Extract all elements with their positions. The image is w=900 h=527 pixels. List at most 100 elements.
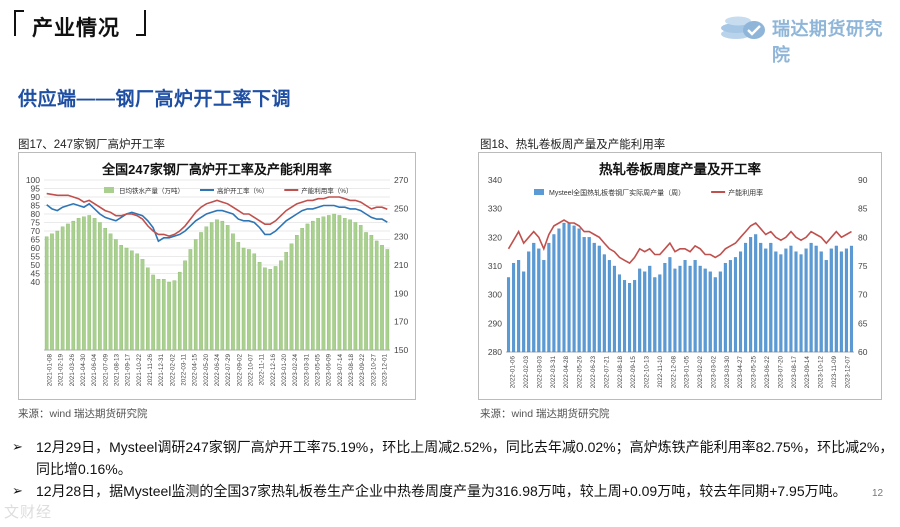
bar (607, 260, 611, 353)
section-title: 产业情况 (32, 17, 120, 40)
legend-swatch (534, 189, 544, 195)
bar (622, 280, 627, 353)
series-line (46, 192, 388, 237)
bar (151, 274, 155, 351)
bar (648, 265, 652, 353)
bar (708, 271, 712, 353)
y-tick-label: 95 (31, 184, 41, 194)
x-tick-label: 2022-02-02 (169, 354, 176, 387)
bar (839, 251, 843, 353)
bar (542, 260, 546, 353)
figure-caption: 图17、247家钢厂高炉开工率 (18, 139, 165, 151)
y-tick-label: 90 (31, 192, 41, 202)
y2-tick-label: 190 (394, 288, 408, 298)
y2-tick-label: 65 (858, 318, 868, 328)
x-tick-label: 2021-03-26 (69, 354, 76, 387)
bar (156, 279, 161, 351)
x-tick-label: 2023-06-22 (764, 356, 771, 389)
x-tick-label: 2021-10-22 (136, 354, 143, 387)
bar (844, 248, 848, 353)
bar (273, 266, 278, 351)
bar (592, 242, 596, 353)
bar (673, 268, 677, 353)
x-tick-label: 2022-03-11 (181, 353, 188, 385)
bar (562, 222, 566, 353)
x-tick-label: 2022-08-18 (617, 356, 624, 389)
bar (522, 271, 526, 353)
bar (108, 233, 113, 351)
bar (289, 243, 294, 351)
x-tick-label: 2021-06-04 (91, 353, 98, 386)
x-tick-label: 2022-03-03 (537, 356, 544, 389)
bar (653, 277, 657, 353)
x-tick-label: 2022-04-15 (192, 354, 199, 387)
y-tick-label: 300 (488, 290, 502, 300)
bar (703, 268, 707, 353)
bullet-list: ➢ 12月29日，Mysteel调研247家钢厂高炉开工率75.19%，环比上周… (8, 436, 894, 502)
x-tick-label: 2022-07-21 (603, 356, 610, 389)
x-tick-label: 2021-07-09 (102, 354, 109, 387)
y2-tick-label: 270 (394, 175, 408, 185)
y2-tick-label: 75 (858, 261, 868, 271)
x-tick-label: 2023-10-27 (370, 354, 377, 387)
y2-tick-label: 230 (394, 232, 408, 242)
bar (582, 237, 586, 353)
bar (295, 235, 299, 351)
bar (279, 260, 283, 351)
series-line (507, 219, 852, 265)
x-tick-label: 2021-08-13 (114, 353, 121, 386)
figure-caption: 图18、热轧卷板周产量及产能利用率 (480, 139, 666, 151)
figure-source: 来源：wind 瑞达期货研究院 (18, 408, 148, 420)
bar (130, 250, 134, 351)
x-tick-label: 2021-09-17 (125, 354, 132, 387)
x-tick-label: 2022-01-06 (510, 356, 517, 389)
bar (572, 225, 576, 353)
y-tick-label: 280 (488, 347, 502, 357)
bar (183, 260, 187, 351)
x-tick-label: 2023-08-18 (348, 353, 355, 386)
bar (784, 248, 788, 353)
x-tick-label: 2021-11-26 (147, 353, 154, 385)
bar (369, 235, 374, 351)
series-line (46, 202, 388, 243)
y2-tick-label: 210 (394, 260, 408, 270)
bar (557, 228, 561, 353)
bar (193, 239, 198, 351)
bar (140, 259, 145, 351)
bar (698, 265, 702, 353)
bar (114, 239, 118, 351)
y-tick-label: 50 (31, 260, 41, 270)
figure-source: 来源：wind 瑞达期货研究院 (480, 408, 610, 420)
bar (135, 253, 139, 351)
y2-tick-label: 70 (858, 290, 868, 300)
bar (829, 248, 833, 353)
bar (236, 242, 241, 351)
x-tick-label: 2023-02-02 (697, 356, 704, 389)
coin-stack-icon (721, 16, 765, 39)
bar (284, 252, 289, 351)
x-tick-label: 2023-02-24 (292, 353, 299, 386)
bar (552, 234, 556, 353)
bar (769, 242, 773, 353)
x-tick-label: 2022-06-24 (214, 354, 221, 387)
bar (658, 274, 662, 353)
bar (532, 242, 536, 353)
x-tick-label: 2023-01-20 (281, 354, 288, 387)
x-tick-label: 2023-01-05 (684, 356, 691, 389)
bar (257, 262, 262, 351)
y-tick-label: 100 (26, 175, 40, 185)
bar (305, 223, 310, 351)
bar (364, 232, 368, 351)
bar (342, 218, 347, 351)
bar (814, 245, 818, 353)
y-tick-label: 85 (31, 201, 41, 211)
bar (209, 222, 214, 351)
bar (733, 257, 738, 353)
bar (799, 254, 803, 353)
y2-tick-label: 60 (858, 347, 868, 357)
bar (44, 236, 49, 351)
x-tick-label: 2022-06-23 (590, 356, 597, 389)
bar (602, 254, 606, 353)
bar (678, 265, 682, 353)
bar (804, 248, 808, 353)
